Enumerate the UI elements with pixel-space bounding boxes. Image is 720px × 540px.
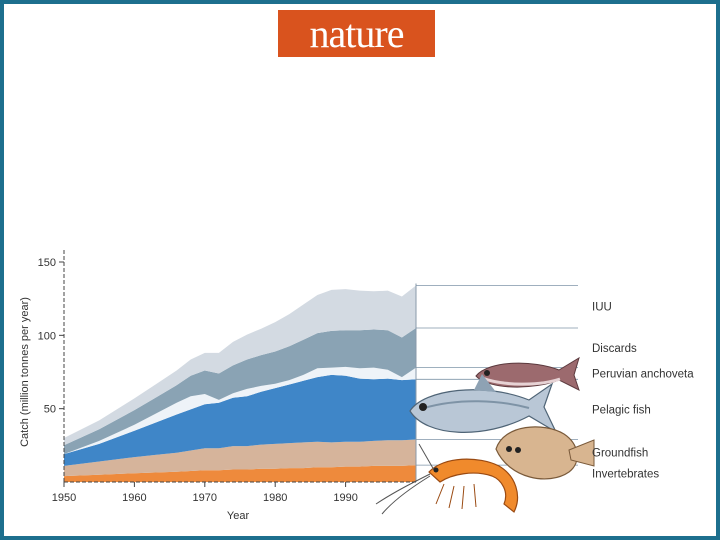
y-axis-label: Catch (million tonnes per year) bbox=[19, 297, 31, 447]
area-series-group bbox=[64, 285, 416, 482]
nature-logo: nature bbox=[278, 10, 435, 57]
y-tick-label: 100 bbox=[38, 330, 56, 342]
anchoveta-illustration bbox=[475, 356, 580, 391]
x-tick-label: 1960 bbox=[122, 492, 146, 504]
slide: nature IUU Discar bbox=[4, 4, 716, 536]
x-tick-label: 1990 bbox=[333, 492, 357, 504]
axes: 50 100 150 1950 1960 1970 1980 1990 bbox=[38, 250, 416, 504]
area-discards bbox=[64, 328, 416, 455]
y-tick-label: 50 bbox=[44, 404, 56, 416]
area-groundfish bbox=[64, 439, 416, 477]
groundfish-illustration bbox=[495, 426, 595, 480]
x-tick-label: 1980 bbox=[263, 492, 287, 504]
area-peruvian-anchoveta bbox=[64, 366, 416, 455]
legend-label-invertebrates: Invertebrates bbox=[592, 469, 659, 481]
x-axis-label: Year bbox=[227, 510, 250, 522]
legend-label-iuu: IUU bbox=[592, 302, 612, 314]
legend-label-discards: Discards bbox=[592, 343, 637, 355]
legend-label-pelagic-fish: Pelagic fish bbox=[592, 404, 651, 416]
area-invertebrates bbox=[64, 465, 416, 482]
catch-area-chart: IUU Discards Peruvian anchoveta Pelagic fis… bbox=[19, 250, 694, 522]
legend: IUU Discards Peruvian anchoveta Pelagic fis… bbox=[592, 302, 694, 481]
x-tick-label: 1970 bbox=[193, 492, 217, 504]
legend-label-groundfish: Groundfish bbox=[592, 447, 648, 459]
area-pelagic-fish bbox=[64, 374, 416, 466]
legend-label-peruvian-anchoveta: Peruvian anchoveta bbox=[592, 369, 694, 381]
shrimp-illustration bbox=[375, 443, 519, 515]
area-iuu bbox=[64, 285, 416, 446]
pelagic-fish-illustration bbox=[409, 374, 558, 434]
x-tick-label: 1950 bbox=[52, 492, 76, 504]
y-tick-label: 150 bbox=[38, 257, 56, 269]
